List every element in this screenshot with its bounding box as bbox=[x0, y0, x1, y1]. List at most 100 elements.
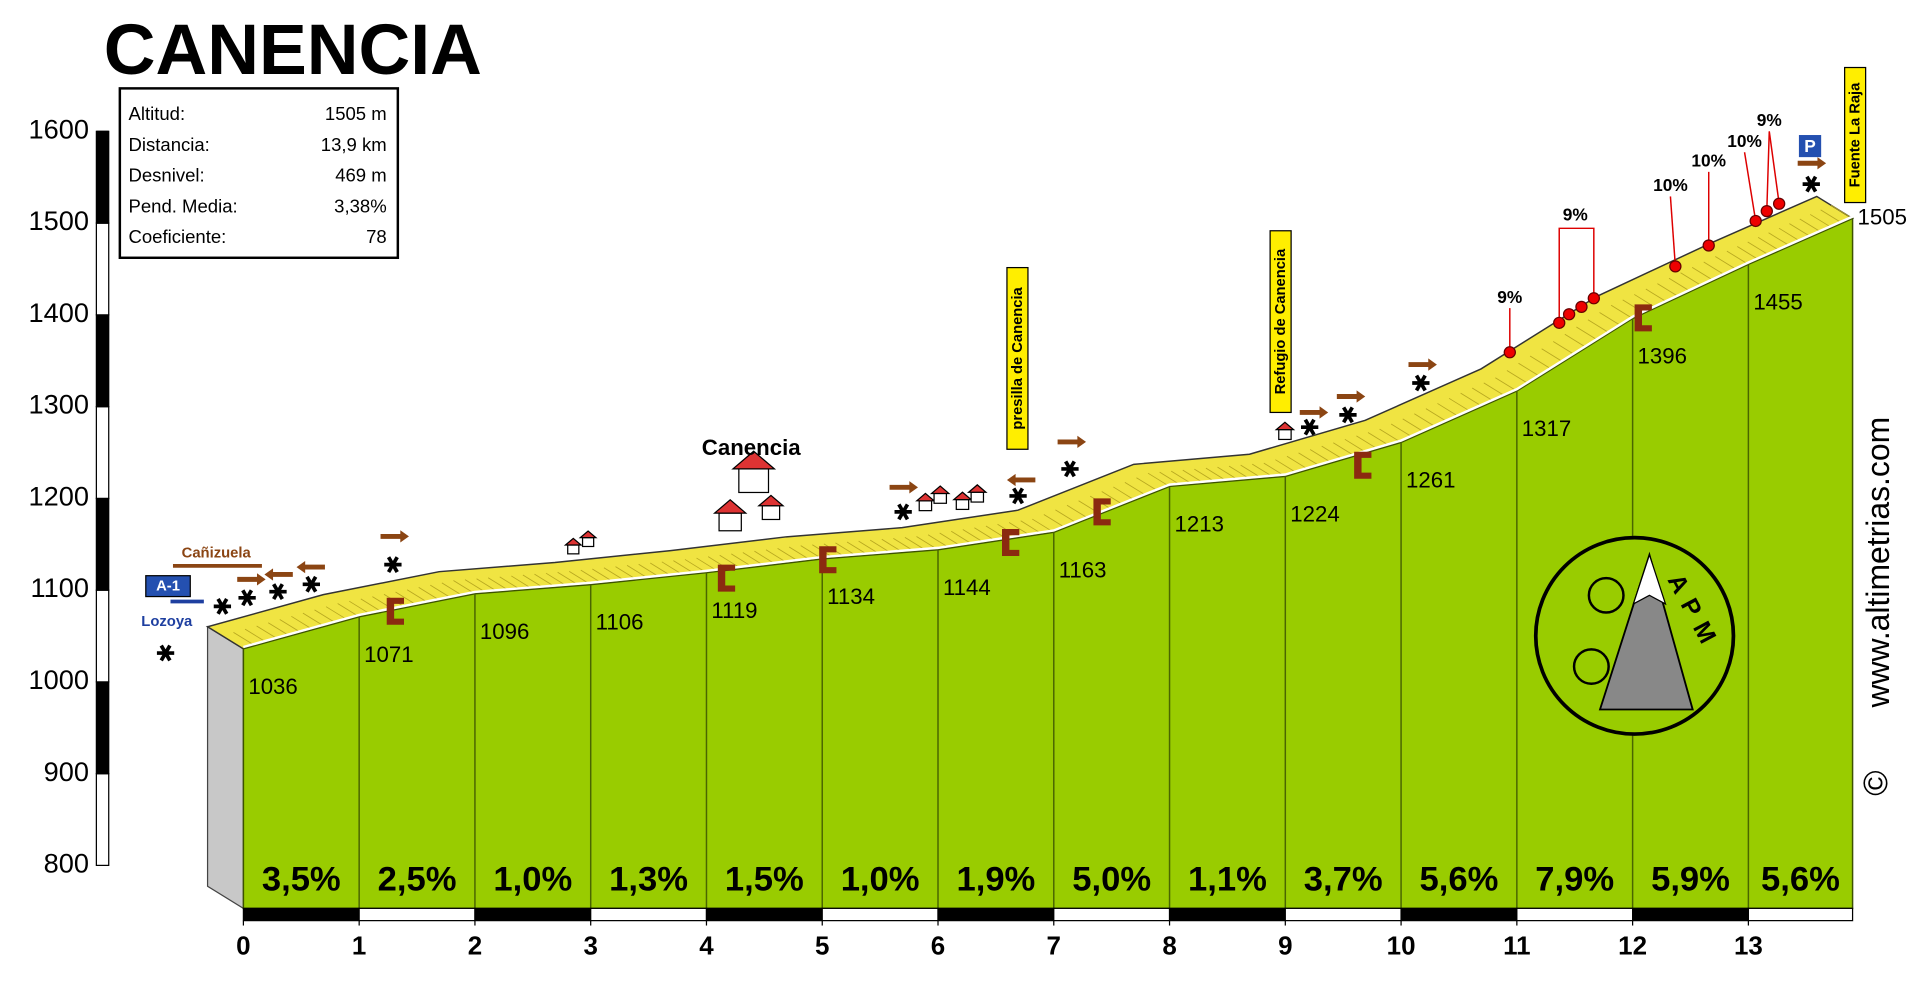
profile-side bbox=[206, 625, 245, 910]
surface-hatch bbox=[1518, 362, 1541, 377]
elevation-label: 1224 bbox=[1290, 502, 1339, 527]
surface-hatch bbox=[1483, 382, 1506, 397]
surface-hatch bbox=[291, 615, 314, 630]
y-axis-segment bbox=[95, 497, 110, 591]
annotation-label: 9% bbox=[1757, 110, 1782, 130]
surface-hatch bbox=[1101, 491, 1124, 506]
y-axis-segment bbox=[95, 405, 110, 499]
steep-dot bbox=[1575, 300, 1588, 314]
logo-mountain bbox=[1598, 551, 1694, 711]
house-roof bbox=[757, 494, 785, 507]
surface-hatch bbox=[1113, 486, 1136, 501]
surface-hatch bbox=[1634, 294, 1656, 309]
elevation-label: 1119 bbox=[711, 598, 757, 623]
house-roof bbox=[966, 484, 988, 493]
annotation-line bbox=[1669, 196, 1677, 267]
km-strip bbox=[1168, 907, 1286, 922]
gradient-label: 1,3% bbox=[609, 861, 688, 899]
arrow-icon bbox=[296, 560, 325, 574]
annotation-label: 10% bbox=[1691, 151, 1726, 171]
star-icon bbox=[159, 644, 172, 662]
surface-hatch bbox=[1495, 377, 1518, 392]
stat-label: Altitud: bbox=[128, 103, 185, 124]
house-icon bbox=[918, 500, 933, 512]
arrow-icon bbox=[1336, 390, 1366, 403]
surface-hatch bbox=[1778, 227, 1801, 242]
house-roof bbox=[1274, 421, 1296, 431]
surface-hatch bbox=[314, 609, 337, 624]
y-axis-segment bbox=[95, 314, 110, 408]
arrow-icon bbox=[264, 568, 293, 581]
surface-hatch bbox=[1471, 387, 1494, 402]
surface-hatch bbox=[1715, 256, 1738, 271]
elevation-label: 1096 bbox=[480, 619, 529, 644]
steep-dot bbox=[1503, 346, 1516, 359]
arrow-icon bbox=[1006, 473, 1036, 487]
vertical-sign-label: Fuente La Raja bbox=[1848, 82, 1864, 187]
surface-hatch bbox=[256, 625, 279, 640]
gradient-label: 5,6% bbox=[1761, 861, 1840, 899]
stat-value: 13,9 km bbox=[321, 134, 387, 155]
annotation-line bbox=[1743, 152, 1757, 222]
y-tick-label: 1400 bbox=[29, 297, 89, 328]
km-strip bbox=[1284, 907, 1402, 922]
x-tick-label: 11 bbox=[1503, 933, 1530, 961]
y-tick-label: 1600 bbox=[29, 114, 89, 145]
steep-dot bbox=[1772, 197, 1786, 210]
y-axis-segment bbox=[95, 130, 110, 224]
elevation-label: 1505 bbox=[1858, 204, 1907, 229]
km-marker bbox=[1354, 451, 1372, 479]
surface-hatch bbox=[1768, 232, 1791, 247]
copyright: © bbox=[1857, 770, 1895, 795]
elevation-label: 1213 bbox=[1174, 512, 1223, 537]
house-icon bbox=[1278, 429, 1292, 441]
surface-hatch bbox=[1298, 452, 1321, 467]
surface-hatch bbox=[1321, 445, 1344, 460]
y-tick-label: 800 bbox=[44, 848, 89, 879]
house-icon bbox=[567, 544, 580, 555]
surface-hatch bbox=[1587, 319, 1610, 334]
star-icon bbox=[897, 503, 910, 521]
surface-hatch bbox=[1564, 333, 1587, 348]
elevation-label: 1106 bbox=[596, 610, 644, 635]
surface-hatch bbox=[279, 619, 302, 634]
gradient-label: 1,9% bbox=[956, 861, 1035, 899]
surface-hatch bbox=[1703, 261, 1726, 276]
gradient-label: 1,0% bbox=[841, 861, 920, 899]
star-icon bbox=[1414, 374, 1427, 392]
parking-sign bbox=[1798, 135, 1822, 158]
surface-hatch bbox=[1066, 504, 1089, 519]
elevation-label: 1317 bbox=[1522, 416, 1571, 441]
surface-hatch bbox=[1333, 442, 1356, 457]
surface-hatch bbox=[1344, 438, 1367, 453]
place-label: Lozoya bbox=[141, 614, 193, 630]
surface-hatch bbox=[1657, 283, 1680, 298]
surface-hatch bbox=[1576, 326, 1599, 341]
surface-hatch bbox=[1379, 428, 1402, 443]
surface-hatch bbox=[1645, 288, 1668, 303]
gradient-label: 5,9% bbox=[1651, 861, 1730, 899]
house-roof bbox=[712, 499, 748, 514]
vertical-sign-label: presilla de Canencia bbox=[1010, 286, 1026, 429]
surface-hatch bbox=[1810, 214, 1832, 229]
surface-hatch bbox=[1599, 312, 1622, 327]
star-icon bbox=[1064, 460, 1076, 478]
surface-hatch bbox=[1553, 341, 1575, 356]
house-icon bbox=[738, 468, 770, 494]
elevation-label: 1144 bbox=[943, 575, 991, 600]
surface-hatch bbox=[1402, 418, 1425, 433]
gradient-label: 2,5% bbox=[378, 861, 457, 899]
surface-hatch bbox=[1610, 304, 1633, 319]
km-marker bbox=[386, 597, 405, 625]
stats-box bbox=[118, 87, 400, 260]
y-axis-segment bbox=[95, 222, 110, 316]
surface-hatch bbox=[1506, 370, 1529, 385]
stat-label: Coeficiente: bbox=[128, 226, 226, 247]
x-tick-label: 8 bbox=[1162, 933, 1176, 961]
gradient-label: 7,9% bbox=[1535, 861, 1614, 899]
km-strip bbox=[474, 907, 592, 922]
surface-hatch bbox=[1286, 455, 1309, 470]
x-tick-label: 13 bbox=[1734, 933, 1763, 961]
vertical-sign bbox=[1006, 266, 1029, 450]
